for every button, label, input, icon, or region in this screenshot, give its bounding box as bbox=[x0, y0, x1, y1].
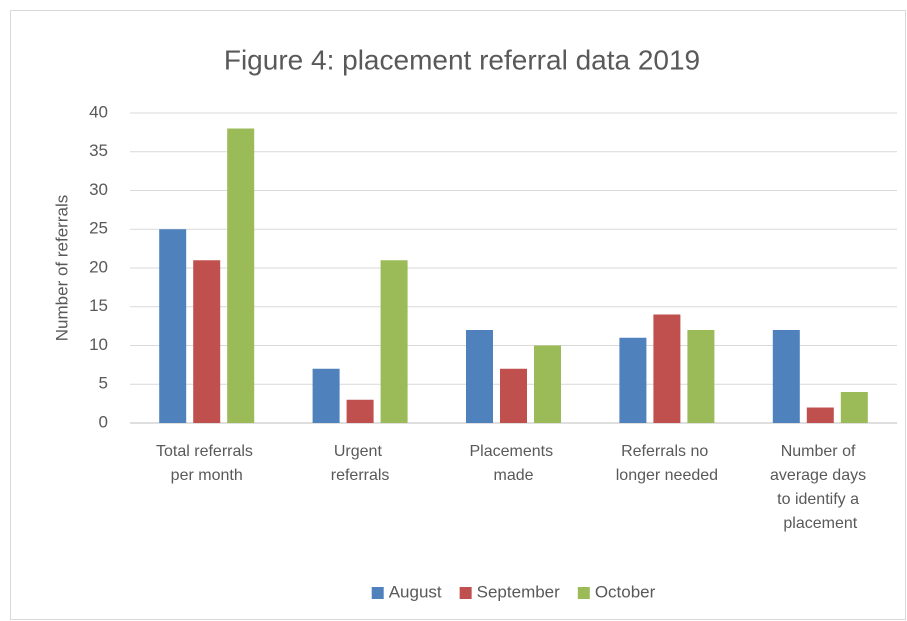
bar bbox=[772, 330, 800, 423]
legend-label: September bbox=[477, 582, 560, 601]
y-tick-label: 30 bbox=[89, 180, 108, 199]
y-axis-label: Number of referrals bbox=[52, 195, 71, 341]
legend-swatch bbox=[577, 587, 590, 599]
bar bbox=[227, 128, 255, 423]
bar bbox=[687, 330, 715, 423]
bar bbox=[193, 260, 221, 423]
x-tick-label: Number of average days to identify a pla… bbox=[770, 443, 871, 532]
x-tick-label: Referrals no longer needed bbox=[616, 443, 718, 484]
x-tick-label: Total referrals per month bbox=[156, 443, 257, 484]
bar bbox=[346, 399, 374, 423]
bar bbox=[380, 260, 408, 423]
y-tick-label: 0 bbox=[99, 412, 108, 431]
legend-swatch bbox=[371, 587, 384, 599]
bar bbox=[840, 392, 868, 423]
chart-border bbox=[10, 10, 906, 620]
bar bbox=[534, 345, 561, 423]
legend-swatch bbox=[459, 587, 472, 599]
y-tick-label: 5 bbox=[99, 374, 108, 393]
y-tick-label: 40 bbox=[89, 102, 108, 121]
y-tick-label: 35 bbox=[89, 141, 108, 160]
bar bbox=[806, 407, 834, 423]
bar bbox=[312, 368, 340, 423]
legend-label: October bbox=[595, 582, 656, 601]
legend-label: August bbox=[389, 582, 442, 601]
bar bbox=[159, 229, 187, 423]
chart-title: Figure 4: placement referral data 2019 bbox=[224, 44, 700, 75]
x-tick-label: Urgent referrals bbox=[331, 443, 390, 484]
bar bbox=[619, 337, 647, 423]
bar bbox=[466, 330, 493, 423]
bar bbox=[500, 368, 527, 423]
y-tick-label: 10 bbox=[89, 335, 108, 354]
y-tick-label: 15 bbox=[89, 296, 108, 315]
x-tick-label: Placements made bbox=[469, 443, 557, 484]
y-tick-label: 20 bbox=[89, 257, 108, 276]
y-tick-label: 25 bbox=[89, 219, 108, 238]
bar bbox=[653, 314, 681, 423]
